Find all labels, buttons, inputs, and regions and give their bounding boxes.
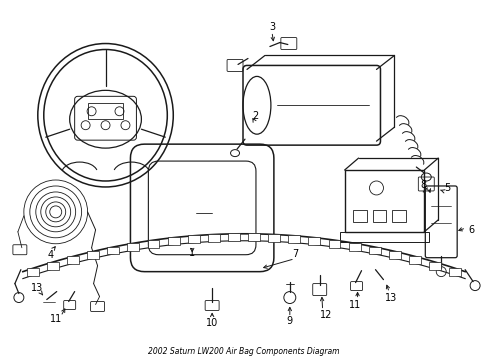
Text: 6: 6 [467, 225, 473, 235]
Text: 2: 2 [251, 111, 258, 121]
Text: 11: 11 [349, 300, 361, 310]
Bar [348, 243, 360, 251]
Bar [207, 234, 220, 242]
Bar [388, 251, 400, 259]
Bar [47, 262, 59, 270]
Bar [372, 210, 386, 222]
Bar [448, 268, 460, 276]
Bar [408, 256, 420, 264]
Text: 9: 9 [286, 316, 292, 327]
Bar [227, 233, 240, 241]
Bar [27, 268, 39, 276]
Text: 11: 11 [49, 314, 61, 324]
Bar [288, 235, 300, 243]
Text: 3: 3 [268, 22, 274, 32]
Text: 4: 4 [48, 250, 54, 260]
Bar [247, 233, 260, 241]
Bar [368, 247, 380, 255]
Bar [392, 210, 406, 222]
Bar [339, 232, 428, 242]
Text: 12: 12 [319, 310, 331, 320]
Bar [187, 235, 199, 243]
Bar [428, 262, 440, 270]
Text: 13: 13 [385, 293, 397, 302]
Text: 10: 10 [205, 319, 218, 328]
Bar [308, 237, 320, 245]
Bar [328, 240, 340, 248]
Text: 8: 8 [419, 180, 426, 190]
Text: 13: 13 [31, 283, 43, 293]
Bar [344, 170, 424, 232]
Bar [87, 103, 123, 119]
Bar [267, 234, 280, 242]
Bar [87, 251, 99, 259]
Bar [147, 240, 159, 248]
Bar [127, 243, 139, 251]
Text: 7: 7 [292, 249, 298, 259]
Bar [167, 237, 179, 245]
Text: 1: 1 [189, 248, 195, 258]
Text: 2002 Saturn LW200 Air Bag Components Diagram: 2002 Saturn LW200 Air Bag Components Dia… [148, 347, 339, 356]
Bar [107, 247, 119, 255]
Bar [67, 256, 79, 264]
Text: 5: 5 [443, 183, 449, 193]
Bar [352, 210, 366, 222]
